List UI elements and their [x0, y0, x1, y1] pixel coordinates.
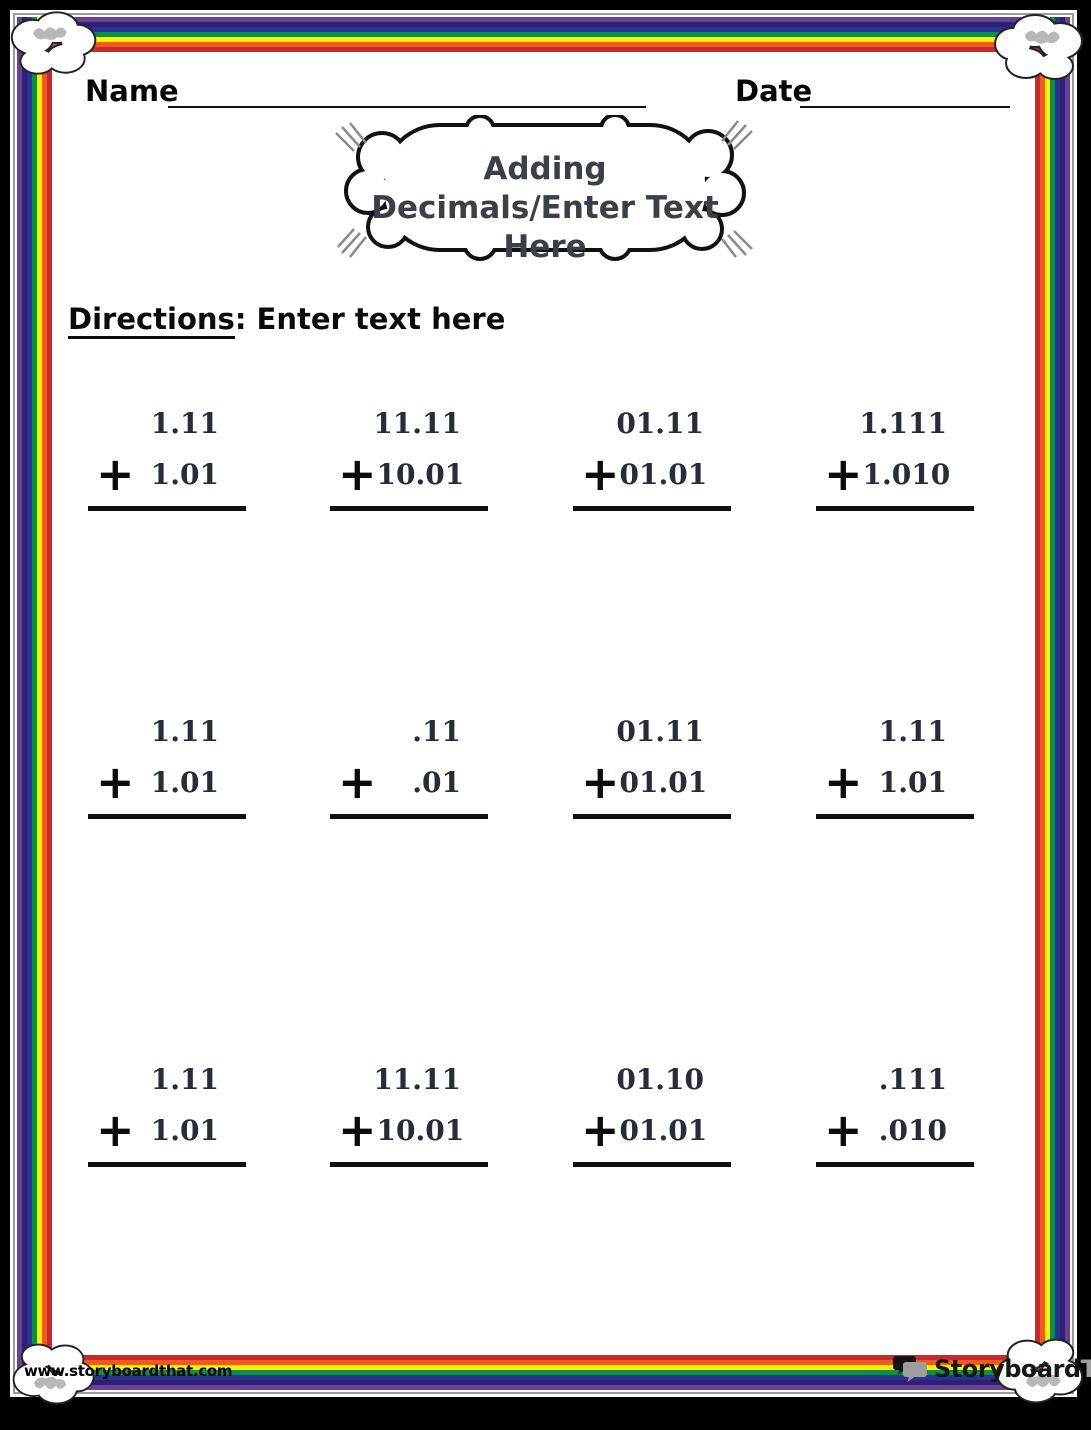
addend-bottom: 01.01 — [619, 457, 708, 491]
answer-line[interactable] — [816, 1162, 974, 1167]
rainbow-border-top — [17, 17, 1070, 52]
plus-operator: + — [338, 755, 377, 809]
problem-4: 1.111 +1.010 — [816, 400, 974, 511]
addend-top: .111 — [878, 1063, 947, 1096]
problem-3: 01.11 +01.01 — [573, 400, 731, 511]
cloud-icon — [994, 14, 1083, 80]
addend-bottom: 1.01 — [150, 765, 219, 799]
plus-operator: + — [96, 447, 135, 501]
title-cloud-bubble — [335, 115, 753, 261]
frame-right — [1077, 0, 1091, 1430]
frame-inner-line — [13, 13, 1074, 1394]
answer-line[interactable] — [816, 506, 974, 511]
cloud-icon — [10, 11, 97, 75]
answer-line[interactable] — [573, 814, 731, 819]
plus-operator: + — [96, 1103, 135, 1157]
answer-line[interactable] — [573, 506, 731, 511]
addend-top: 1.111 — [859, 407, 947, 440]
addend-bottom: .01 — [412, 765, 461, 799]
problem-11: 01.10 +01.01 — [573, 1056, 731, 1167]
rainbow-border-left — [17, 17, 52, 1390]
addend-bottom: 1.01 — [150, 1113, 219, 1147]
answer-line[interactable] — [88, 506, 246, 511]
plus-operator: + — [338, 1103, 377, 1157]
directions-row: Directions: Enter text here — [68, 302, 506, 339]
addend-top: .11 — [412, 715, 461, 748]
addend-bottom: 10.01 — [376, 1113, 465, 1147]
problem-6: .11 + .01 — [330, 708, 488, 819]
directions-label: Directions — [68, 302, 235, 339]
date-label: Date — [735, 74, 813, 108]
addend-top: 01.11 — [616, 407, 704, 440]
rainbow-border-right — [1035, 17, 1070, 1390]
storyboardthat-logo: StoryboardThat — [893, 1353, 1091, 1385]
problem-10: 11.11 +10.01 — [330, 1056, 488, 1167]
problem-5: 1.11 +1.01 — [88, 708, 246, 819]
addend-top: 01.11 — [616, 715, 704, 748]
addend-bottom: .010 — [878, 1113, 947, 1147]
addend-top: 1.11 — [878, 715, 947, 748]
addend-bottom: 01.01 — [619, 1113, 708, 1147]
logo-wordmark: StoryboardThat — [934, 1353, 1091, 1385]
problem-2: 11.11 +10.01 — [330, 400, 488, 511]
date-line[interactable] — [800, 106, 1010, 108]
addend-bottom: 01.01 — [619, 765, 708, 799]
website-url: www.storyboardthat.com — [24, 1362, 233, 1380]
plus-operator: + — [824, 1103, 863, 1157]
worksheet-title[interactable]: Adding Decimals/Enter Text Here — [371, 151, 719, 265]
plus-operator: + — [96, 755, 135, 809]
speed-lines-icon — [335, 120, 753, 258]
addend-top: 1.11 — [150, 715, 219, 748]
plus-operator: + — [581, 447, 620, 501]
plus-operator: + — [338, 447, 377, 501]
speech-bubbles-icon — [893, 1356, 927, 1382]
directions-text[interactable]: : Enter text here — [234, 302, 506, 336]
addend-bottom: 1.01 — [878, 765, 947, 799]
plus-operator: + — [824, 755, 863, 809]
addend-top: 1.11 — [150, 1063, 219, 1096]
answer-line[interactable] — [330, 506, 488, 511]
problem-9: 1.11 +1.01 — [88, 1056, 246, 1167]
frame-left — [0, 0, 10, 1430]
answer-line[interactable] — [816, 814, 974, 819]
addend-bottom: 10.01 — [376, 457, 465, 491]
addend-top: 1.11 — [150, 407, 219, 440]
addend-top: 11.11 — [373, 1063, 461, 1096]
answer-line[interactable] — [330, 1162, 488, 1167]
problem-7: 01.11 +01.01 — [573, 708, 731, 819]
answer-line[interactable] — [330, 814, 488, 819]
answer-line[interactable] — [88, 1162, 246, 1167]
logo-text-secondary: That — [1080, 1355, 1091, 1383]
name-line[interactable] — [168, 106, 646, 108]
addend-bottom: 1.010 — [862, 457, 951, 491]
frame-top — [0, 0, 1091, 10]
problem-12: .111 + .010 — [816, 1056, 974, 1167]
logo-text-primary: Storyboard — [934, 1355, 1081, 1383]
name-label: Name — [85, 74, 179, 108]
plus-operator: + — [824, 447, 863, 501]
frame-bottom — [0, 1397, 1091, 1430]
answer-line[interactable] — [573, 1162, 731, 1167]
addend-top: 01.10 — [616, 1063, 704, 1096]
plus-operator: + — [581, 755, 620, 809]
answer-line[interactable] — [88, 814, 246, 819]
plus-operator: + — [581, 1103, 620, 1157]
addend-top: 11.11 — [373, 407, 461, 440]
problem-8: 1.11 +1.01 — [816, 708, 974, 819]
addend-bottom: 1.01 — [150, 457, 219, 491]
problem-1: 1.11 +1.01 — [88, 400, 246, 511]
